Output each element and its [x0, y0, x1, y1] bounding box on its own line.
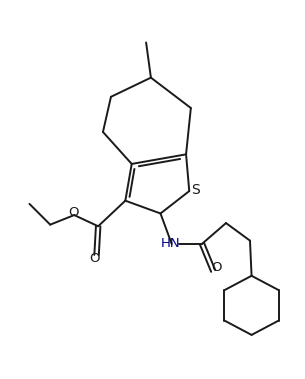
Text: O: O [68, 206, 79, 219]
Text: HN: HN [160, 237, 180, 251]
Text: S: S [191, 183, 199, 196]
Text: O: O [211, 261, 222, 274]
Text: O: O [90, 252, 100, 265]
